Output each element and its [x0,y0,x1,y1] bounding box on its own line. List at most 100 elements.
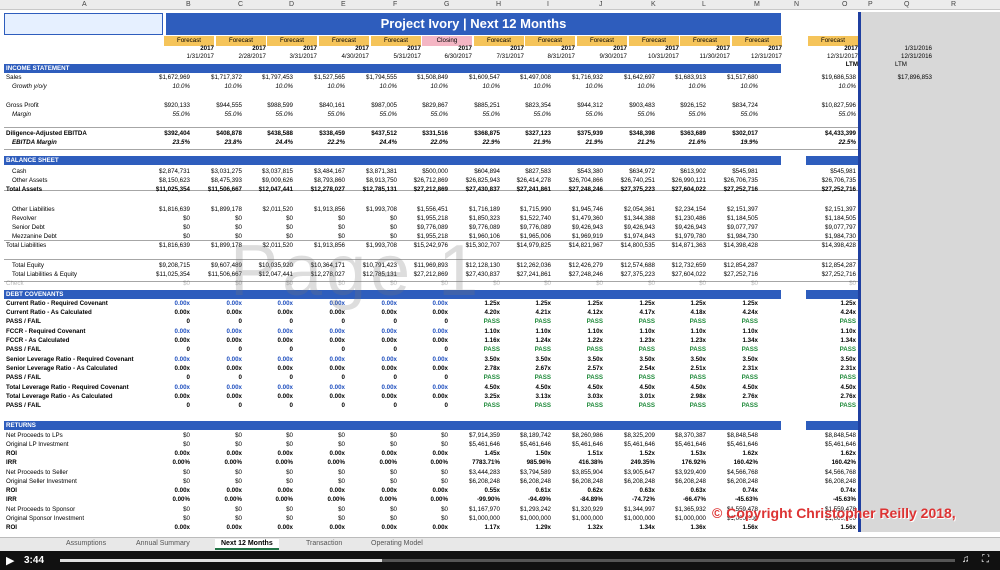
data-cell[interactable]: $27,430,837 [465,271,500,278]
data-cell[interactable]: $1,794,555 [366,74,397,81]
data-cell[interactable]: $331,516 [422,130,448,137]
data-cell[interactable]: PASS [839,402,856,409]
data-cell[interactable]: 0.00x [432,309,448,316]
data-cell[interactable]: $27,241,861 [516,186,551,193]
data-cell[interactable]: $26,712,869 [413,177,448,184]
data-cell[interactable]: 0.00x [277,365,293,372]
data-cell[interactable]: $0 [235,469,242,476]
fullscreen-icon[interactable]: ⛶ [982,554,989,565]
data-cell[interactable]: $0 [183,441,190,448]
data-cell[interactable]: 0 [238,346,242,353]
column-letter-l[interactable]: L [702,1,706,8]
data-cell[interactable]: 0 [289,374,293,381]
data-cell[interactable]: 1.10x [639,328,655,335]
data-cell[interactable]: 0.00% [275,459,293,466]
data-cell[interactable]: $8,150,623 [159,177,190,184]
data-cell[interactable]: $0 [390,441,397,448]
data-cell[interactable]: 0.00x [381,356,397,363]
data-cell[interactable]: PASS [483,402,500,409]
data-cell[interactable]: $885,251 [474,102,500,109]
data-cell[interactable]: $0 [338,478,345,485]
data-cell[interactable]: $7,914,359 [469,432,500,439]
data-cell[interactable]: $10,827,596 [821,102,856,109]
data-cell[interactable]: 0.00x [381,524,397,531]
data-cell[interactable]: $3,929,409 [675,469,706,476]
data-cell[interactable]: $987,005 [371,102,397,109]
data-cell[interactable]: $15,242,976 [413,242,448,249]
data-cell[interactable]: $11,969,893 [414,262,448,269]
data-cell[interactable]: $0 [544,280,551,287]
data-cell[interactable]: $1,000,000 [469,515,500,522]
column-letter-r[interactable]: R [951,1,957,8]
data-cell[interactable]: 22.2% [327,139,345,146]
data-cell[interactable]: $0 [286,515,293,522]
data-cell[interactable]: $11,025,354 [155,186,190,193]
data-cell[interactable]: $0 [235,280,242,287]
data-cell[interactable]: $12,574,688 [620,262,655,269]
data-cell[interactable]: 55.0% [379,111,397,118]
data-cell[interactable]: 0.00x [174,300,190,307]
data-cell[interactable]: $27,604,022 [671,186,706,193]
data-cell[interactable]: 160.42% [831,459,856,466]
data-cell[interactable]: 4.50x [587,384,603,391]
data-cell[interactable]: $6,208,248 [727,478,758,485]
data-cell[interactable]: $0 [441,478,448,485]
data-cell[interactable]: 0.00x [174,356,190,363]
data-cell[interactable]: 0.00x [329,300,345,307]
data-cell[interactable]: 4.18x [690,309,706,316]
data-cell[interactable]: 10.0% [585,83,603,90]
data-cell[interactable]: 0.00% [275,496,293,503]
data-cell[interactable]: $0 [390,515,397,522]
data-cell[interactable]: 0.00x [329,356,345,363]
data-cell[interactable]: PASS [638,346,655,353]
data-cell[interactable]: $9,077,797 [825,224,856,231]
column-letter-i[interactable]: I [547,1,549,8]
data-cell[interactable]: $1,479,360 [572,215,603,222]
data-cell[interactable]: 0.00x [277,337,293,344]
data-cell[interactable]: 0 [341,402,345,409]
data-cell[interactable]: 0.00x [226,450,242,457]
data-cell[interactable]: 0.00x [381,300,397,307]
data-cell[interactable]: $437,512 [371,130,397,137]
data-cell[interactable]: 0 [444,346,448,353]
data-cell[interactable]: 4.17x [639,309,655,316]
data-cell[interactable]: $0 [183,432,190,439]
data-cell[interactable]: 1.10x [742,328,758,335]
data-cell[interactable]: $0 [390,233,397,240]
data-cell[interactable]: $1,716,189 [469,206,500,213]
data-cell[interactable]: 2.76x [840,393,856,400]
data-cell[interactable]: $8,325,209 [624,432,655,439]
data-cell[interactable]: $1,913,856 [314,206,345,213]
data-cell[interactable]: $0 [441,469,448,476]
data-cell[interactable]: $8,475,393 [211,177,242,184]
data-cell[interactable]: $2,054,361 [624,206,655,213]
data-cell[interactable]: 176.92% [681,459,706,466]
data-cell[interactable]: $12,128,130 [465,262,500,269]
column-letter-j[interactable]: J [599,1,603,8]
data-cell[interactable]: $12,278,027 [310,271,345,278]
data-cell[interactable]: $8,189,742 [520,432,551,439]
data-cell[interactable]: -84.89% [579,496,603,503]
data-cell[interactable]: 0.00x [329,524,345,531]
data-cell[interactable]: 0.00x [381,393,397,400]
data-cell[interactable]: 0.00x [432,300,448,307]
sheet-tab[interactable]: Next 12 Months [215,539,279,550]
data-cell[interactable]: 0.00x [381,450,397,457]
data-cell[interactable]: $0 [441,432,448,439]
data-cell[interactable]: $9,208,715 [159,262,190,269]
data-cell[interactable]: -45.63% [832,496,856,503]
data-cell[interactable]: $1,955,218 [417,233,448,240]
data-cell[interactable]: $12,854,287 [821,262,856,269]
data-cell[interactable]: PASS [741,402,758,409]
data-cell[interactable]: 0.63x [639,487,655,494]
data-cell[interactable]: $12,278,027 [310,186,345,193]
data-cell[interactable]: $3,871,381 [366,168,397,175]
data-cell[interactable]: $6,208,248 [624,478,655,485]
data-cell[interactable]: 3.50x [587,356,603,363]
data-cell[interactable]: $27,252,716 [723,186,758,193]
data-cell[interactable]: $12,785,131 [362,186,397,193]
data-cell[interactable]: 0.00x [329,450,345,457]
data-cell[interactable]: 3.03x [587,393,603,400]
data-cell[interactable]: $6,208,248 [825,478,856,485]
data-cell[interactable]: 0.74x [840,487,856,494]
